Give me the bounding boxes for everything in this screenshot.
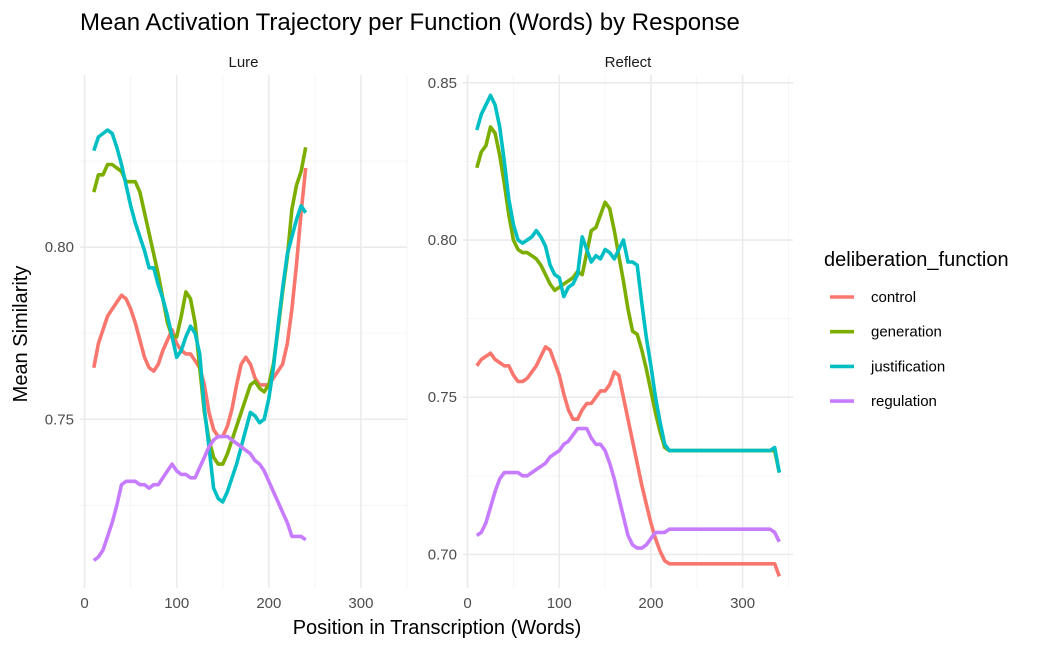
y-tick-label: 0.85 bbox=[428, 75, 457, 92]
legend-label: generation bbox=[871, 324, 942, 341]
legend-label: regulation bbox=[871, 393, 937, 410]
y-tick-label: 0.80 bbox=[45, 239, 74, 256]
y-axis-title: Mean Similarity bbox=[10, 266, 32, 403]
series-line-regulation bbox=[475, 426, 781, 550]
x-tick-label: 300 bbox=[730, 595, 755, 612]
facet-label-reflect: Reflect bbox=[605, 54, 653, 71]
series-line-control bbox=[92, 167, 308, 439]
x-tick-label: 200 bbox=[638, 595, 663, 612]
panel-reflect: 0 100 200 300 0.70 0.75 0.80 0.85 Reflect bbox=[428, 54, 793, 612]
x-tick-label: 100 bbox=[164, 595, 189, 612]
facet-label-lure: Lure bbox=[228, 54, 258, 71]
x-tick-label: 0 bbox=[463, 595, 471, 612]
chart-title: Mean Activation Trajectory per Function … bbox=[80, 9, 740, 36]
panel-lure: 0 100 200 300 0.75 0.80 Lure bbox=[45, 54, 408, 612]
legend-title: deliberation_function bbox=[824, 249, 1009, 271]
legend-label: justification bbox=[870, 358, 945, 375]
x-axis-title: Position in Transcription (Words) bbox=[293, 617, 582, 639]
facet-panels: 0 100 200 300 0.75 0.80 Lure 0 100 200 300 0.70 0.75… bbox=[45, 54, 793, 612]
legend-item-justification: justification bbox=[830, 358, 945, 375]
legend-label: control bbox=[871, 289, 916, 306]
series-line-justification bbox=[92, 128, 308, 504]
legend-item-regulation: regulation bbox=[830, 393, 937, 410]
x-tick-label: 200 bbox=[256, 595, 281, 612]
series-line-justification bbox=[475, 93, 782, 473]
y-tick-label: 0.70 bbox=[428, 546, 457, 563]
x-tick-label: 0 bbox=[80, 595, 88, 612]
y-tick-label: 0.75 bbox=[45, 411, 74, 428]
y-tick-label: 0.75 bbox=[428, 389, 457, 406]
x-tick-label: 100 bbox=[547, 595, 572, 612]
legend-item-generation: generation bbox=[830, 324, 942, 341]
y-tick-label: 0.80 bbox=[428, 232, 457, 249]
series-line-regulation bbox=[92, 434, 307, 562]
x-tick-label: 300 bbox=[348, 595, 373, 612]
legend-item-control: control bbox=[830, 289, 916, 306]
legend: deliberation_function control generation j… bbox=[824, 249, 1009, 410]
series-line-control bbox=[475, 345, 781, 578]
series-line-generation bbox=[92, 146, 308, 466]
